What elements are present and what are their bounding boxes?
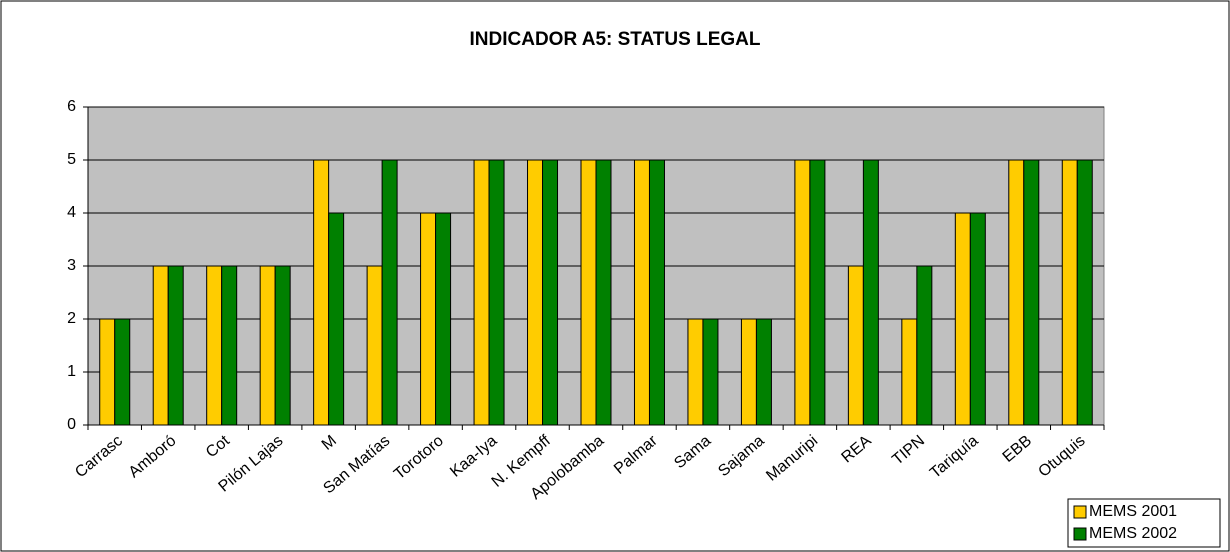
y-tick-label: 6 bbox=[67, 98, 76, 115]
bar bbox=[313, 159, 330, 426]
bar bbox=[969, 212, 986, 426]
bar bbox=[1008, 159, 1025, 426]
bar bbox=[221, 265, 238, 426]
bar bbox=[901, 318, 918, 426]
bar bbox=[702, 318, 719, 426]
y-tick-label: 1 bbox=[67, 363, 76, 380]
legend-label: MEMS 2001 bbox=[1089, 503, 1177, 520]
bar bbox=[633, 159, 650, 426]
bar bbox=[527, 159, 544, 426]
bar bbox=[473, 159, 490, 426]
legend-swatch bbox=[1073, 505, 1087, 519]
bar bbox=[862, 159, 879, 426]
bar bbox=[954, 212, 971, 426]
chart-title: INDICADOR A5: STATUS LEGAL bbox=[470, 29, 761, 50]
bar bbox=[381, 159, 398, 426]
bar bbox=[420, 212, 437, 426]
y-tick-label: 5 bbox=[67, 151, 76, 168]
bar bbox=[595, 159, 612, 426]
bar bbox=[1061, 159, 1078, 426]
y-tick-label: 3 bbox=[67, 257, 76, 274]
legend-box bbox=[1067, 498, 1221, 548]
y-tick-label: 4 bbox=[67, 204, 76, 221]
bar bbox=[740, 318, 757, 426]
bar bbox=[648, 159, 665, 426]
bar bbox=[488, 159, 505, 426]
bar bbox=[809, 159, 826, 426]
bar bbox=[847, 265, 864, 426]
bar bbox=[328, 212, 345, 426]
bar bbox=[366, 265, 383, 426]
bar bbox=[99, 318, 116, 426]
bar bbox=[755, 318, 772, 426]
legend-label: MEMS 2002 bbox=[1089, 525, 1177, 542]
bar bbox=[916, 265, 933, 426]
bar bbox=[274, 265, 291, 426]
bar bbox=[580, 159, 597, 426]
bar bbox=[542, 159, 559, 426]
bar bbox=[794, 159, 811, 426]
y-tick-label: 0 bbox=[67, 416, 76, 433]
bar bbox=[1076, 159, 1093, 426]
bar bbox=[1023, 159, 1040, 426]
legend-swatch bbox=[1073, 527, 1087, 541]
bar bbox=[114, 318, 131, 426]
bar bbox=[206, 265, 223, 426]
bar bbox=[687, 318, 704, 426]
bar bbox=[167, 265, 184, 426]
bar bbox=[435, 212, 452, 426]
bar bbox=[259, 265, 276, 426]
y-tick-label: 2 bbox=[67, 310, 76, 327]
bar bbox=[152, 265, 169, 426]
